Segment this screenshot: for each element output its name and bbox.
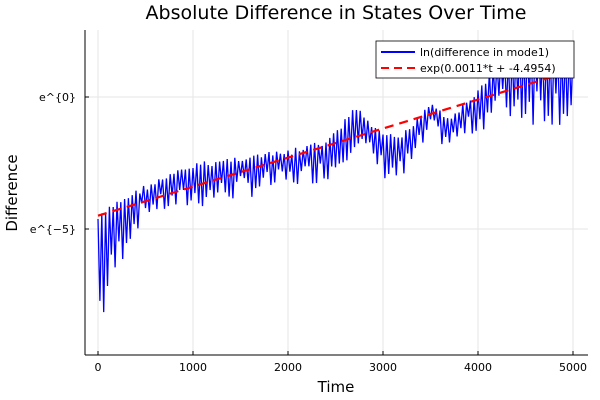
series-fit-line — [97, 69, 574, 217]
x-tick-label: 4000 — [464, 361, 492, 374]
x-tick-label: 0 — [95, 361, 102, 374]
grid — [85, 30, 588, 355]
legend-box — [375, 40, 575, 79]
x-tick-label: 2000 — [274, 361, 302, 374]
x-axis-label: Time — [317, 378, 355, 396]
legend: ln(difference in mode1) exp(0.0011*t + -… — [375, 40, 575, 79]
series-layer — [97, 41, 574, 313]
x-tick-label: 3000 — [369, 361, 397, 374]
chart-title: Absolute Difference in States Over Time — [146, 2, 527, 24]
legend-label-0: ln(difference in mode1) — [420, 46, 549, 59]
x-tick-label: 5000 — [559, 361, 587, 374]
axes: 0 1000 2000 3000 4000 5000 e^{0} e^{−5} — [30, 30, 588, 374]
y-tick-label: e^{0} — [39, 91, 76, 104]
series-difference-line — [97, 41, 574, 313]
y-axis-label: Difference — [3, 154, 21, 231]
legend-label-1: exp(0.0011*t + -4.4954) — [420, 62, 556, 75]
y-tick-label: e^{−5} — [30, 223, 76, 236]
x-tick-label: 1000 — [179, 361, 207, 374]
